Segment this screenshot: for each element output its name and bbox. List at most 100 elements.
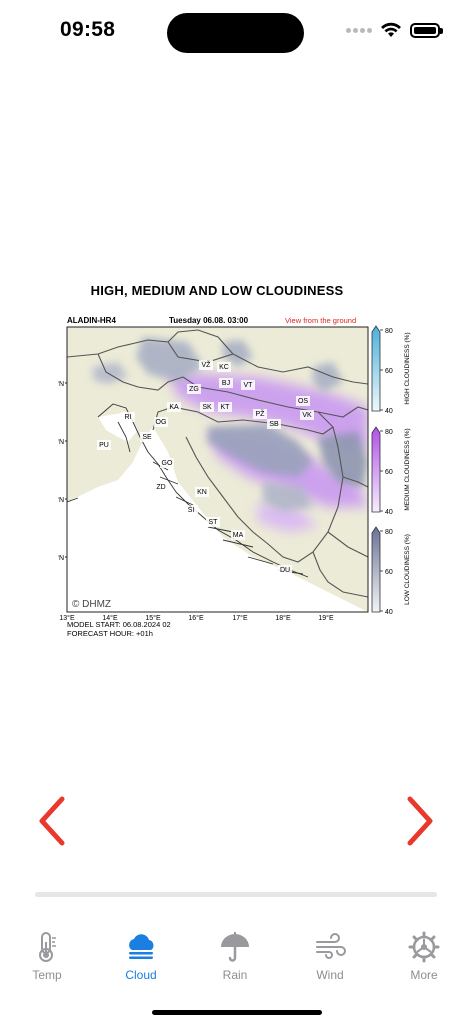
dynamic-island: [167, 13, 304, 53]
umbrella-icon: [221, 932, 249, 962]
place-label-text: ŠI: [188, 505, 195, 514]
place-label: BJ: [219, 378, 233, 388]
tab-label: Wind: [316, 968, 344, 982]
place-label-text: BJ: [222, 380, 230, 387]
next-arrow-button[interactable]: [404, 795, 436, 847]
latitude-tick: 46°N: [58, 380, 64, 388]
forecast-hour: FORECAST HOUR: +01h: [67, 629, 153, 638]
place-label: OG: [154, 417, 168, 427]
tab-wind[interactable]: Wind: [290, 930, 370, 982]
place-label: ST: [206, 517, 220, 527]
place-label-text: PU: [99, 442, 109, 449]
place-label-text: SE: [142, 434, 152, 441]
place-label-text: VT: [244, 382, 254, 389]
place-label: GO: [160, 458, 174, 468]
valid-time: Tuesday 06.08. 03:00: [169, 316, 249, 325]
view-label: View from the ground: [285, 316, 356, 325]
copyright-label: © DHMZ: [72, 599, 111, 610]
place-label: KA: [167, 402, 181, 412]
place-label-text: GO: [162, 460, 173, 467]
home-indicator: [152, 1010, 322, 1015]
place-label-text: VK: [302, 412, 312, 419]
place-label: SB: [267, 419, 281, 429]
longitude-tick: 16°E: [188, 614, 204, 622]
place-label-text: KT: [221, 404, 231, 411]
place-label: VK: [300, 410, 314, 420]
colorbar-tick: 80: [385, 529, 393, 536]
colorbar-label: MEDIUM CLOUDINESS (%): [404, 428, 411, 510]
tab-more[interactable]: More: [384, 930, 464, 982]
place-label: SK: [200, 402, 214, 412]
longitude-tick: 15°E: [145, 614, 161, 622]
colorbar-tick: 60: [385, 569, 393, 576]
place-label-text: OG: [156, 419, 167, 426]
longitude-tick: 18°E: [275, 614, 291, 622]
place-label-text: VŽ: [202, 360, 212, 369]
tab-label: Cloud: [125, 968, 157, 982]
colorbar-tick: 40: [385, 408, 393, 415]
tab-label: Rain: [222, 968, 248, 982]
place-label-text: MA: [233, 532, 244, 539]
chart-title: HIGH, MEDIUM AND LOW CLOUDINESS: [90, 283, 344, 298]
colorbar-label: HIGH CLOUDINESS (%): [404, 332, 411, 404]
latitude-tick: 43°N: [58, 554, 64, 562]
place-label-text: ST: [209, 519, 219, 526]
tab-label: More: [410, 968, 438, 982]
colorbar-tick: 40: [385, 509, 393, 516]
wifi-icon: [381, 22, 401, 37]
latitude-tick: 44°N: [58, 496, 64, 504]
colorbar: 80 60 40 MEDIUM CLOUDINESS (%): [371, 426, 411, 516]
place-label: MA: [231, 530, 245, 540]
colorbar-tick: 80: [385, 328, 393, 335]
place-label: ZG: [187, 384, 201, 394]
place-label: KN: [195, 487, 209, 497]
timeline-slider[interactable]: [35, 892, 437, 897]
status-icons: [346, 22, 443, 38]
place-label-text: KN: [197, 489, 207, 496]
status-time: 09:58: [60, 18, 116, 41]
colorbar-tick: 60: [385, 469, 393, 476]
cloudiness-map: ALADIN-HR4 Tuesday 06.08. 03:00 View fro…: [58, 316, 411, 638]
place-label: DU: [278, 565, 292, 575]
model-name: ALADIN-HR4: [67, 316, 116, 325]
place-label: PŽ: [253, 409, 267, 419]
colorbar-tick: 60: [385, 368, 393, 375]
cellular-signal-icon: [346, 27, 372, 33]
longitude-tick: 13°E: [59, 614, 75, 622]
place-label-text: KC: [219, 364, 229, 371]
colorbar-tick: 80: [385, 429, 393, 436]
tab-label: Temp: [32, 968, 62, 982]
longitude-tick: 17°E: [232, 614, 248, 622]
place-label-text: KA: [169, 404, 179, 411]
place-label: PU: [97, 440, 111, 450]
tab-rain[interactable]: Rain: [195, 930, 275, 982]
battery-icon: [410, 22, 443, 38]
wind-icon: [316, 933, 346, 959]
colorbar-tick: 40: [385, 609, 393, 616]
place-label: OS: [296, 396, 310, 406]
model-start: MODEL START: 06.08.2024 02: [67, 620, 171, 629]
previous-arrow-button[interactable]: [36, 795, 68, 847]
colorbar: 80 60 40 LOW CLOUDINESS (%): [371, 526, 411, 616]
tab-bar: Temp Cloud Rain Wind More: [0, 930, 472, 990]
place-label: VT: [241, 380, 255, 390]
place-label-text: SK: [202, 404, 212, 411]
tab-cloud[interactable]: Cloud: [101, 930, 181, 982]
place-label-text: RI: [125, 414, 132, 421]
place-label: ZD: [154, 482, 168, 492]
place-label-text: PŽ: [256, 409, 266, 418]
longitude-tick: 14°E: [102, 614, 118, 622]
thermometer-icon: [39, 932, 56, 962]
place-label-text: ZG: [189, 386, 199, 393]
gear-icon: [408, 931, 440, 963]
cloud-icon: [129, 934, 154, 959]
colorbar: 80 60 40 HIGH CLOUDINESS (%): [371, 325, 411, 415]
place-label-text: ZD: [156, 484, 165, 491]
place-label: ŠI: [184, 505, 198, 515]
longitude-tick: 19°E: [318, 614, 334, 622]
place-label: RI: [121, 412, 135, 422]
place-label-text: OS: [298, 398, 308, 405]
place-label-text: DU: [280, 567, 290, 574]
place-label: SE: [140, 432, 154, 442]
tab-temp[interactable]: Temp: [7, 930, 87, 982]
